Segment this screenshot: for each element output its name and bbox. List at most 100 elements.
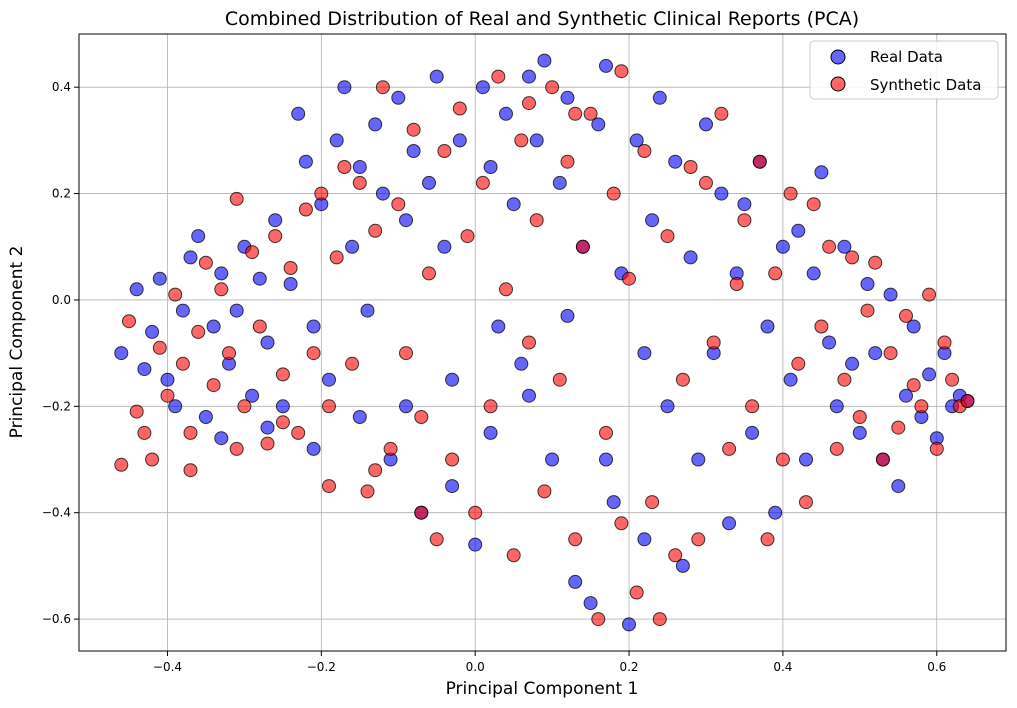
y-tick-label: −0.4 (42, 506, 71, 520)
data-point (383, 441, 398, 456)
data-point (875, 452, 890, 467)
data-point (252, 319, 267, 334)
data-point (883, 287, 898, 302)
series-real-data (114, 53, 975, 632)
data-point (160, 372, 175, 387)
data-point (837, 239, 852, 254)
data-point (737, 213, 752, 228)
data-point (483, 399, 498, 414)
data-point (152, 340, 167, 355)
data-point (445, 479, 460, 494)
data-point (152, 271, 167, 286)
series-synthetic-data (114, 64, 975, 627)
data-point (422, 175, 436, 190)
data-point (252, 271, 267, 286)
legend-marker-real (830, 49, 846, 65)
data-point (229, 191, 244, 206)
y-tick-label: −0.6 (42, 612, 71, 626)
data-point (899, 388, 913, 403)
data-point (629, 133, 644, 148)
data-point (198, 255, 213, 270)
data-point (591, 117, 606, 132)
data-point (683, 160, 698, 174)
data-point (214, 266, 229, 281)
data-point (883, 346, 898, 361)
data-point (499, 282, 513, 297)
data-points (114, 53, 975, 632)
data-point (660, 229, 675, 244)
data-point (599, 425, 613, 440)
data-point (860, 303, 875, 318)
data-point (560, 154, 575, 169)
data-point (429, 69, 444, 84)
data-point (691, 532, 706, 547)
data-point (791, 356, 806, 371)
data-point (191, 229, 206, 244)
data-point (622, 271, 636, 286)
data-point (468, 537, 483, 552)
data-point (329, 250, 344, 265)
data-point (522, 388, 536, 403)
data-point (145, 324, 160, 339)
data-point (552, 372, 567, 387)
data-point (683, 250, 698, 265)
data-point (799, 452, 813, 467)
data-point (183, 250, 198, 265)
data-point (775, 239, 790, 254)
data-point (522, 335, 536, 350)
x-axis-label: Principal Component 1 (446, 679, 639, 699)
chart-title: Combined Distribution of Real and Synthe… (225, 8, 859, 30)
data-point (506, 548, 521, 563)
data-point (337, 160, 352, 174)
data-point (437, 144, 452, 158)
data-point (399, 213, 413, 228)
data-point (506, 197, 521, 212)
data-point (560, 308, 575, 323)
data-point (837, 372, 852, 387)
data-point (306, 319, 321, 334)
data-point (737, 197, 752, 212)
data-point (329, 133, 344, 148)
data-point (129, 404, 144, 419)
data-point (229, 441, 244, 456)
data-point (675, 372, 690, 387)
data-point (775, 452, 790, 467)
legend-box (809, 40, 999, 100)
data-point (699, 175, 713, 190)
data-point (245, 245, 260, 260)
data-point (606, 495, 621, 510)
data-point (522, 96, 536, 111)
data-point (114, 457, 129, 472)
data-point (275, 367, 290, 382)
data-point (829, 441, 844, 456)
data-point (575, 239, 590, 254)
y-tick-label: −0.2 (42, 399, 71, 413)
y-tick-label: 0.2 (52, 187, 71, 201)
data-point (599, 58, 613, 73)
data-point (937, 335, 952, 350)
y-axis-label: Principal Component 2 (7, 246, 27, 439)
data-point (783, 186, 798, 201)
data-point (306, 346, 321, 361)
legend: Real Data Synthetic Data (809, 40, 999, 100)
data-point (360, 484, 375, 499)
data-point (283, 261, 298, 275)
data-point (337, 80, 352, 95)
data-point (375, 80, 390, 95)
data-point (552, 175, 567, 190)
data-point (568, 106, 583, 121)
data-point (852, 425, 867, 440)
data-point (275, 399, 290, 414)
data-point (660, 399, 675, 414)
data-point (614, 64, 629, 79)
data-point (445, 372, 460, 387)
data-point (175, 303, 190, 318)
data-point (183, 425, 198, 440)
data-point (345, 239, 360, 254)
data-point (475, 80, 490, 95)
data-point (414, 410, 429, 424)
data-point (345, 356, 360, 371)
data-point (675, 558, 690, 573)
data-point (168, 287, 183, 302)
